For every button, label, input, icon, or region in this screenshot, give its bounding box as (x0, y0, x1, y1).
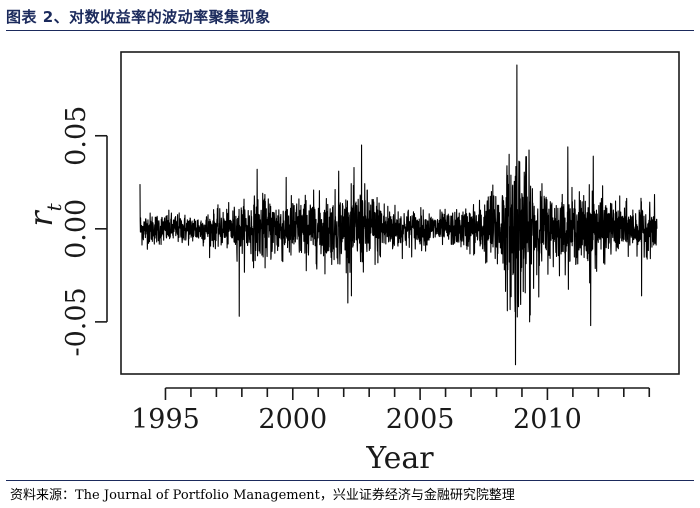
figure-caption: 图表 2、对数收益率的波动率聚集现象 (6, 8, 271, 26)
svg-text:0.05: 0.05 (61, 106, 92, 166)
y-axis-title: rt (22, 202, 66, 226)
x-tick-label: 2000 (258, 404, 327, 435)
footer-divider (6, 480, 694, 481)
returns-series (139, 64, 658, 366)
y-tick-label: 0.05 (61, 106, 92, 166)
x-axis-title: Year (365, 441, 434, 476)
x-tick-label: 1995 (131, 404, 200, 435)
plot-frame (120, 51, 680, 375)
y-tick-label: 0.00 (61, 199, 92, 259)
svg-text:0.00: 0.00 (61, 199, 92, 259)
volatility-chart: 1995 2000 2005 2010 -0.05 0.00 0.05 Year rt (22, 51, 680, 476)
y-axis: -0.05 0.00 0.05 (61, 106, 108, 357)
source-note: 资料来源：The Journal of Portfolio Management… (10, 488, 515, 503)
x-tick-label: 2005 (386, 404, 455, 435)
svg-text:rt: rt (22, 202, 66, 226)
x-tick-label: 2010 (513, 404, 582, 435)
caption-divider (6, 30, 694, 31)
svg-text:-0.05: -0.05 (61, 287, 92, 356)
y-tick-label: -0.05 (61, 287, 92, 356)
x-axis: 1995 2000 2005 2010 (131, 387, 651, 435)
